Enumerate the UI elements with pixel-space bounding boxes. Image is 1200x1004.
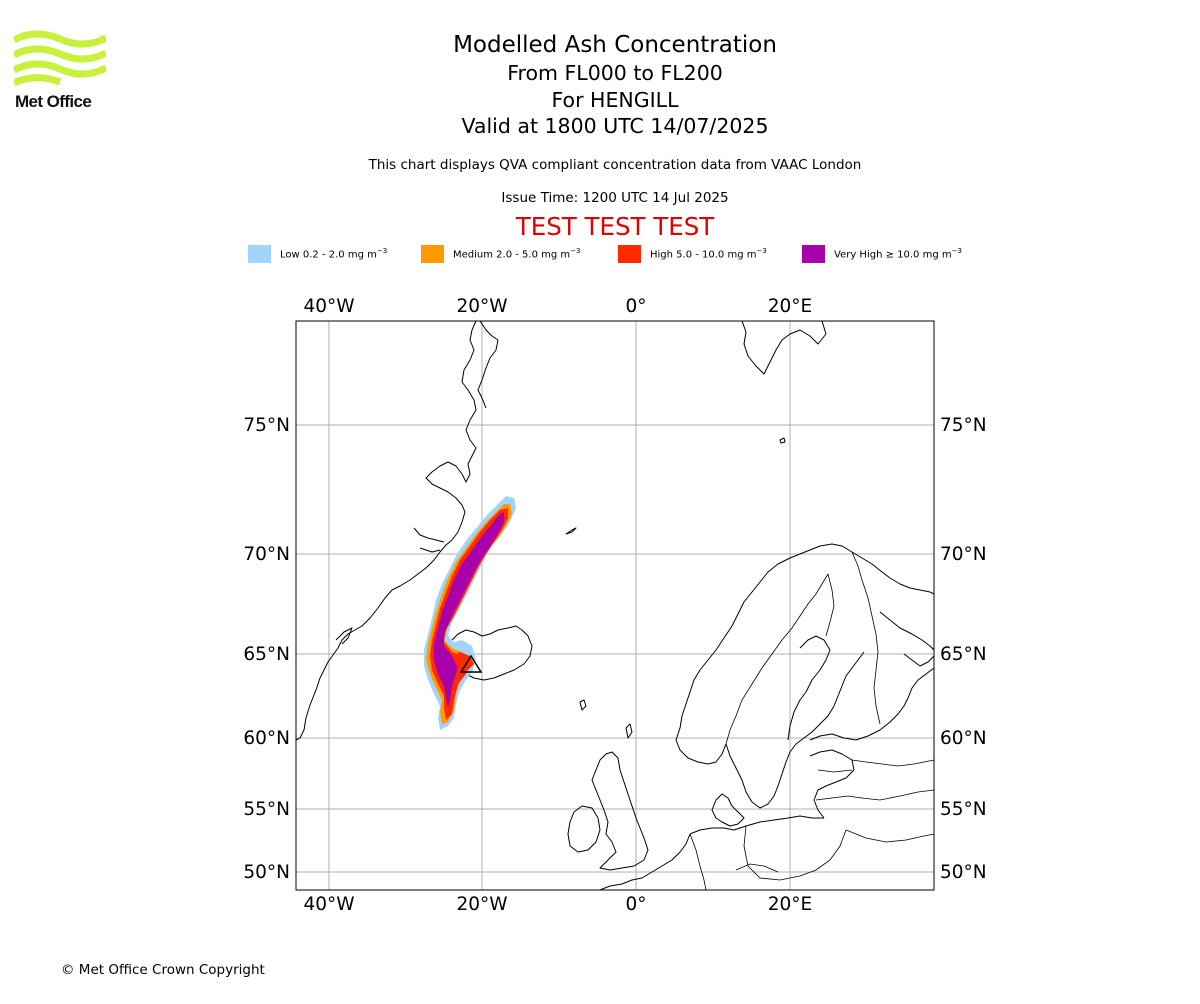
lon-label-top-20w: 20°W bbox=[456, 296, 507, 317]
lon-label-bottom-40w: 40°W bbox=[303, 894, 354, 915]
lat-label-right-65n: 65°N bbox=[940, 644, 987, 665]
lat-label-left-65n: 65°N bbox=[243, 644, 290, 665]
issue-time: Issue Time: 1200 UTC 14 Jul 2025 bbox=[501, 190, 729, 206]
coast-greenland bbox=[296, 321, 477, 741]
lon-labels-bottom: 40°W 20°W 0° 20°E bbox=[303, 894, 812, 915]
coast-ireland bbox=[567, 805, 601, 853]
test-banner: TEST TEST TEST bbox=[515, 212, 715, 241]
lat-label-right-75n: 75°N bbox=[940, 415, 987, 436]
lat-label-left-55n: 55°N bbox=[243, 799, 290, 820]
coast-bothnia bbox=[787, 635, 831, 741]
lat-labels-right: 75°N 70°N 65°N 60°N 55°N 50°N bbox=[940, 415, 987, 883]
coast-denmark bbox=[711, 793, 745, 827]
ash-near-source bbox=[452, 652, 474, 670]
coast-bear-island bbox=[779, 437, 786, 444]
coast-scandinavia bbox=[675, 543, 934, 741]
lon-label-bottom-0: 0° bbox=[625, 894, 646, 915]
lat-label-left-60n: 60°N bbox=[243, 728, 290, 749]
border-germany bbox=[689, 833, 707, 890]
border-sweden-finland bbox=[825, 573, 835, 637]
border-estonia-latvia bbox=[817, 769, 853, 773]
legend-item-very-high: Very High ≥ 10.0 mg m−3 bbox=[802, 244, 962, 264]
legend-swatch-high bbox=[618, 245, 641, 263]
lat-label-left-50n: 50°N bbox=[243, 862, 290, 883]
border-belarus bbox=[861, 789, 934, 801]
coast-sweden bbox=[725, 651, 865, 809]
legend-sup-medium: −3 bbox=[570, 247, 581, 256]
coastlines bbox=[296, 321, 934, 890]
coast-greenland-north bbox=[477, 321, 499, 409]
border-russia-latvia bbox=[851, 759, 934, 767]
coast-norway-south bbox=[675, 739, 727, 765]
copyright-notice: © Met Office Crown Copyright bbox=[61, 962, 265, 978]
coast-faroe bbox=[579, 699, 587, 711]
chart-title-block: Modelled Ash Concentration From FL000 to… bbox=[315, 30, 915, 140]
coast-greenland-fjord-1 bbox=[413, 527, 445, 543]
met-office-waves-icon bbox=[14, 30, 106, 87]
border-finland-russia bbox=[851, 551, 881, 725]
lon-label-bottom-20w: 20°W bbox=[456, 894, 507, 915]
lon-labels-top: 40°W 20°W 0° 20°E bbox=[303, 296, 812, 317]
legend-item-high: High 5.0 - 10.0 mg m−3 bbox=[618, 244, 767, 264]
coast-kola-2 bbox=[903, 653, 934, 667]
lon-label-top-0: 0° bbox=[625, 296, 646, 317]
coast-baltics bbox=[809, 749, 855, 819]
border-lithuania bbox=[815, 795, 863, 801]
lat-label-right-60n: 60°N bbox=[940, 728, 987, 749]
legend-swatch-low bbox=[248, 245, 271, 263]
legend-label-very-high: Very High ≥ 10.0 mg m bbox=[834, 249, 952, 261]
lat-label-right-70n: 70°N bbox=[940, 544, 987, 565]
coast-greenland-fjord-2 bbox=[419, 547, 441, 553]
lat-label-left-75n: 75°N bbox=[243, 415, 290, 436]
legend-sup-very-high: −3 bbox=[951, 247, 962, 256]
legend-sup-high: −3 bbox=[756, 247, 767, 256]
legend-label-high: High 5.0 - 10.0 mg m bbox=[650, 249, 757, 261]
coast-jan-mayen bbox=[565, 527, 577, 535]
legend-item-medium: Medium 2.0 - 5.0 mg m−3 bbox=[421, 244, 580, 264]
lat-label-right-55n: 55°N bbox=[940, 799, 987, 820]
coast-shetland bbox=[625, 723, 633, 739]
volcano-name: For HENGILL bbox=[551, 87, 679, 112]
country-borders bbox=[689, 551, 934, 890]
legend-label-low: Low 0.2 - 2.0 mg m bbox=[280, 249, 377, 261]
chart-title: Modelled Ash Concentration bbox=[453, 32, 777, 58]
legend-label-medium: Medium 2.0 - 5.0 mg m bbox=[453, 249, 571, 261]
legend-swatch-medium bbox=[421, 245, 444, 263]
coast-finland bbox=[809, 667, 934, 741]
map-frame bbox=[295, 320, 935, 891]
legend-item-low: Low 0.2 - 2.0 mg m−3 bbox=[248, 244, 387, 264]
flight-level-range: From FL000 to FL200 bbox=[507, 61, 723, 85]
map-gridlines bbox=[296, 321, 934, 890]
coast-great-britain bbox=[591, 751, 649, 871]
lat-label-right-50n: 50°N bbox=[940, 862, 987, 883]
lon-label-top-20e: 20°E bbox=[768, 296, 812, 317]
lat-label-left-70n: 70°N bbox=[243, 544, 290, 565]
coast-france bbox=[599, 833, 691, 890]
border-poland bbox=[743, 825, 847, 881]
border-norway-sweden bbox=[725, 573, 829, 745]
coast-greenland-fjord-3 bbox=[335, 627, 353, 645]
volcano-source-marker bbox=[459, 654, 483, 673]
lon-label-top-40w: 40°W bbox=[303, 296, 354, 317]
met-office-logo: Met Office bbox=[14, 30, 106, 112]
legend-sup-low: −3 bbox=[376, 247, 388, 256]
lon-label-bottom-20e: 20°E bbox=[768, 894, 812, 915]
ash-plume-very-high bbox=[434, 512, 504, 708]
met-office-logo-text: Met Office bbox=[15, 92, 92, 111]
chart-subtitle: This chart displays QVA compliant concen… bbox=[368, 157, 862, 173]
legend-swatch-very-high bbox=[802, 245, 825, 263]
lat-labels-left: 75°N 70°N 65°N 60°N 55°N 50°N bbox=[243, 415, 290, 883]
coast-north-germany bbox=[689, 815, 824, 835]
coast-svalbard bbox=[741, 321, 827, 375]
valid-time: Valid at 1800 UTC 14/07/2025 bbox=[461, 114, 769, 138]
border-germany-czech bbox=[735, 863, 779, 873]
border-ukraine bbox=[845, 829, 934, 843]
coast-kola bbox=[879, 611, 934, 651]
